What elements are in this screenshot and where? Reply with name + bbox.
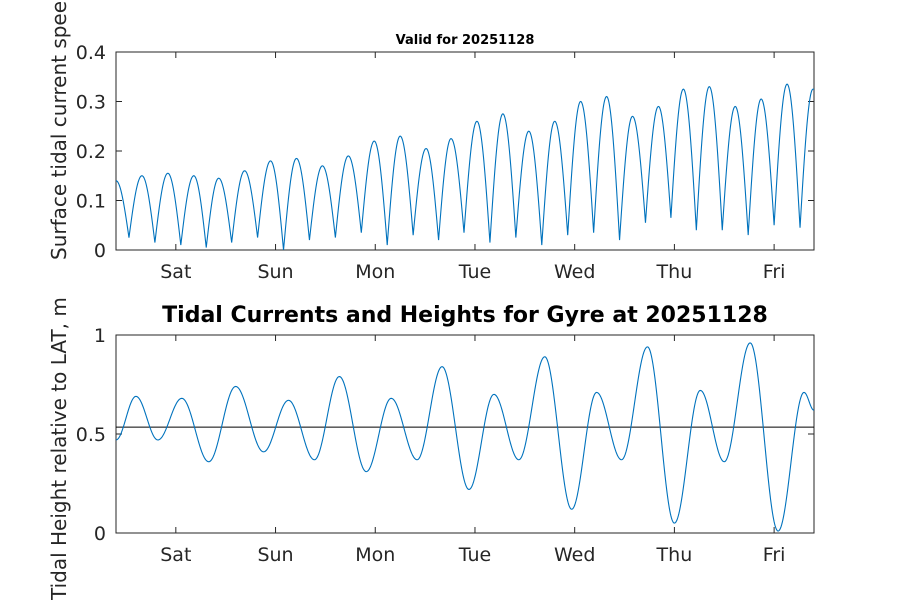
x-tick-label: Fri [763, 544, 786, 566]
y-tick-label: 0.1 [76, 191, 106, 213]
y-tick-label: 0 [94, 523, 106, 545]
x-tick-label: Mon [355, 544, 395, 566]
top-chart-current-speed: Valid for 20251128 0 0.1 0.2 0.3 0.4 Sat Sun M… [76, 33, 815, 283]
x-tick-label: Mon [355, 261, 395, 283]
y-tick-label: 0.4 [76, 42, 106, 64]
bottom-chart-plot-area [115, 334, 815, 534]
x-tick-label: Thu [656, 261, 693, 283]
x-tick-label: Thu [656, 544, 693, 566]
x-tick-label: Sun [257, 261, 293, 283]
x-tick-label: Tue [458, 261, 491, 283]
x-tick-label: Wed [554, 261, 595, 283]
bottom-chart-y-axis-label: Tidal Height relative to LAT, m [47, 297, 71, 600]
bottom-chart-title: Tidal Currents and Heights for Gyre at 2… [162, 303, 768, 328]
top-chart-title: Valid for 20251128 [396, 33, 535, 48]
x-tick-label: Tue [458, 544, 491, 566]
y-tick-label: 1 [94, 325, 106, 347]
y-tick-label: 0.2 [76, 141, 106, 163]
top-chart-y-axis-label: Surface tidal current speed, knots [47, 0, 71, 260]
y-tick-label: 0 [94, 240, 106, 262]
x-tick-label: Fri [763, 261, 786, 283]
x-tick-label: Wed [554, 544, 595, 566]
bottom-chart-height-line [115, 342, 815, 532]
bottom-chart-tidal-height: Tidal Currents and Heights for Gyre at 2… [76, 303, 815, 566]
top-chart-speed-line [115, 83, 814, 251]
y-tick-label: 0.5 [76, 424, 106, 446]
x-tick-label: Sun [257, 544, 293, 566]
y-tick-label: 0.3 [76, 92, 106, 114]
x-tick-label: Sat [160, 261, 191, 283]
x-tick-label: Sat [160, 544, 191, 566]
